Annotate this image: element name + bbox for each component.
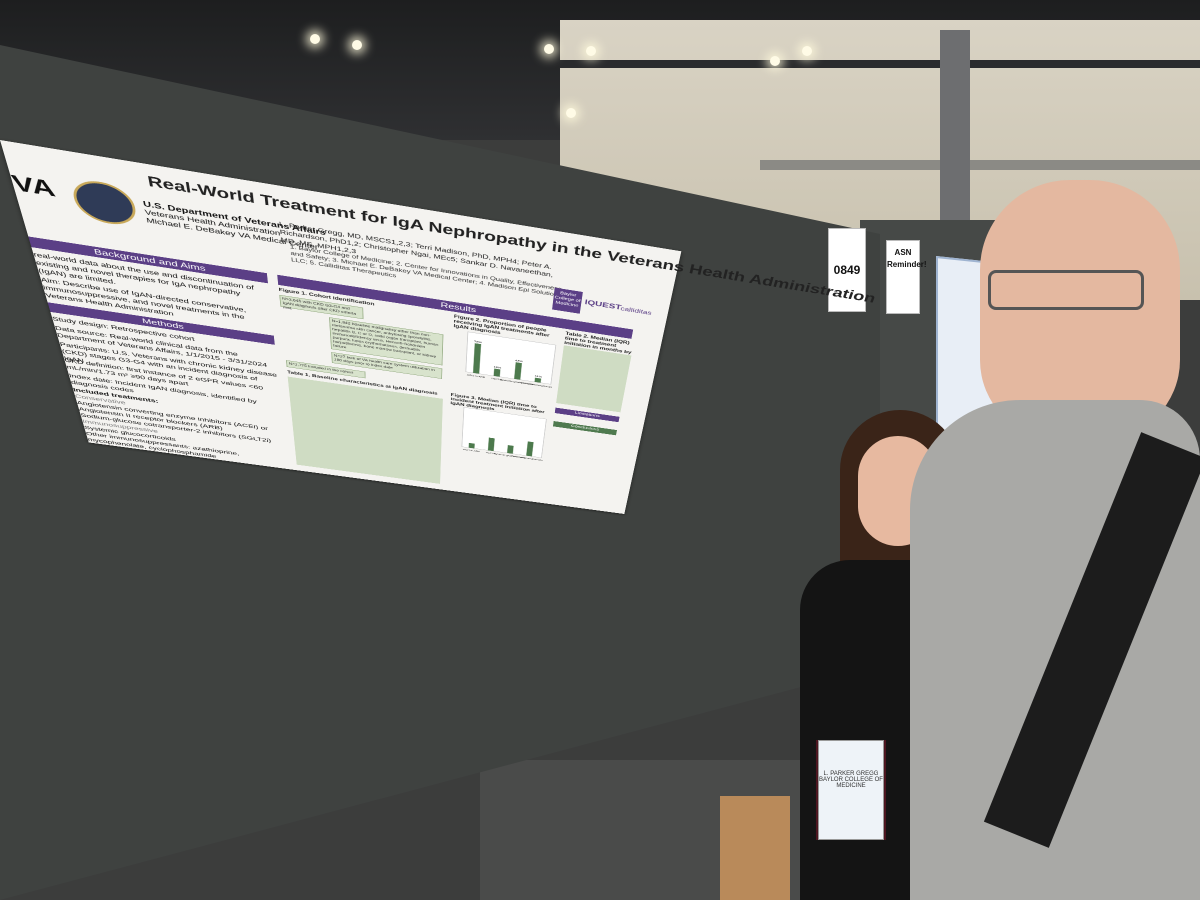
category-label-1: SGLT2i	[486, 452, 496, 455]
ceiling-beam	[560, 60, 1200, 68]
badge-affil: BAYLOR COLLEGE OF MEDICINE	[819, 777, 883, 789]
category-label-3: Other immunosuppressants	[511, 455, 547, 462]
ceiling-light	[310, 34, 320, 44]
ceiling-light	[566, 108, 576, 118]
ceiling-light	[352, 40, 362, 50]
bar-1	[493, 368, 501, 377]
reminder-brand: ASN	[894, 248, 912, 257]
bar-3	[534, 377, 542, 383]
iquest-logo: IQUEST	[584, 298, 622, 312]
calliditas-logo: calliditas	[619, 305, 653, 317]
ceiling-light	[586, 46, 596, 56]
category-label-0: ACEi or ARB	[467, 374, 485, 379]
ceiling-light	[802, 46, 812, 56]
category-label-1: SGLT2i	[491, 377, 502, 381]
name-badge: L. PARKER GREGG BAYLOR COLLEGE OF MEDICI…	[818, 740, 884, 840]
research-poster: VA U.S. Department of Veterans Affairs V…	[0, 140, 878, 514]
reminder-sign: ASN Reminder!	[886, 240, 927, 314]
va-seal-icon	[68, 176, 140, 229]
attendee	[910, 180, 1200, 900]
bar-label-2: 43%	[515, 359, 523, 363]
bar-label-3: 11%	[534, 374, 542, 378]
category-label-0: ACEi or ARB	[463, 448, 480, 452]
bar-label-1: 19%	[493, 365, 501, 369]
wall-rail	[760, 160, 1200, 170]
booth-number: 0849	[828, 228, 866, 312]
glasses-icon	[988, 270, 1144, 310]
ceiling-light	[770, 56, 780, 66]
attendee-head	[980, 180, 1180, 440]
bar-label-0: 75%	[474, 340, 482, 344]
conclusions-heading: Conclusions	[552, 421, 617, 436]
bar-0	[468, 442, 475, 449]
category-label-2: Systemic glucocorticoids	[500, 379, 534, 386]
category-label-3: Other immunosuppressants	[518, 381, 556, 389]
reminder-text: Reminder!	[887, 260, 927, 269]
figure-2-chart: 75% ACEi or ARB 19% SGLT2i 43% Systemic gluco…	[455, 327, 558, 389]
bcm-logo: Baylor College of Medicine	[552, 287, 583, 314]
category-label-2: Systemic glucocorticoids	[494, 453, 526, 459]
paper-bag	[720, 796, 790, 900]
bar-2	[507, 445, 514, 454]
bar-1	[487, 437, 495, 452]
ceiling-light	[544, 44, 554, 54]
badge-name: L. PARKER GREGG	[823, 771, 879, 777]
table-2-body	[556, 345, 632, 413]
va-logo: VA	[8, 170, 58, 202]
